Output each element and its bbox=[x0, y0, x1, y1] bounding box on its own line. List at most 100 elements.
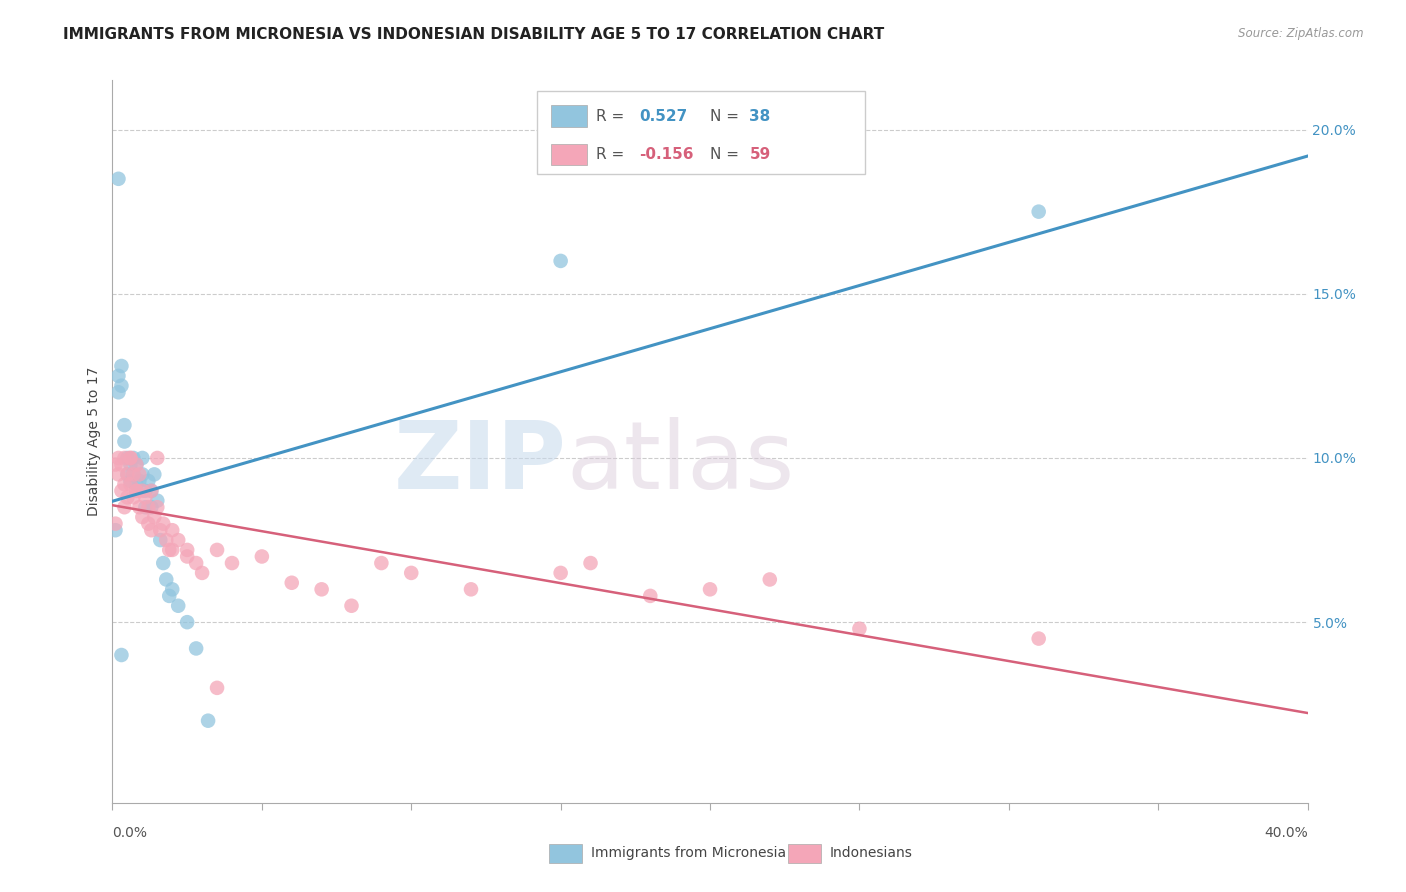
Point bbox=[125, 483, 148, 498]
Point bbox=[120, 450, 142, 465]
Text: 59: 59 bbox=[749, 147, 770, 162]
FancyBboxPatch shape bbox=[548, 844, 582, 863]
Point bbox=[107, 171, 129, 186]
Point bbox=[340, 599, 363, 613]
Point bbox=[134, 500, 156, 515]
Point bbox=[120, 458, 142, 472]
Point bbox=[186, 556, 208, 570]
Text: IMMIGRANTS FROM MICRONESIA VS INDONESIAN DISABILITY AGE 5 TO 17 CORRELATION CHAR: IMMIGRANTS FROM MICRONESIA VS INDONESIAN… bbox=[63, 27, 884, 42]
Point bbox=[134, 483, 156, 498]
Point bbox=[110, 378, 132, 392]
Point bbox=[149, 533, 172, 547]
Point bbox=[152, 556, 174, 570]
Point bbox=[152, 516, 174, 531]
Point bbox=[104, 523, 127, 537]
Text: N =: N = bbox=[710, 147, 744, 162]
Text: Immigrants from Micronesia: Immigrants from Micronesia bbox=[591, 847, 786, 861]
Text: atlas: atlas bbox=[567, 417, 794, 509]
Point bbox=[114, 418, 135, 433]
Point bbox=[128, 500, 150, 515]
Point bbox=[146, 493, 169, 508]
Point bbox=[162, 542, 183, 557]
Point bbox=[759, 573, 782, 587]
Point bbox=[125, 483, 148, 498]
Point bbox=[138, 474, 160, 488]
Point bbox=[221, 556, 243, 570]
Point bbox=[1028, 204, 1050, 219]
Text: N =: N = bbox=[710, 109, 744, 124]
Point bbox=[114, 500, 135, 515]
Point bbox=[141, 523, 163, 537]
Point bbox=[122, 467, 145, 482]
Point bbox=[138, 516, 160, 531]
Point bbox=[143, 467, 166, 482]
Point bbox=[107, 368, 129, 383]
Point bbox=[205, 542, 228, 557]
Point bbox=[128, 467, 150, 482]
Text: R =: R = bbox=[596, 109, 630, 124]
Point bbox=[401, 566, 423, 580]
Point bbox=[155, 533, 177, 547]
Point bbox=[141, 483, 163, 498]
Point bbox=[117, 467, 139, 482]
Point bbox=[114, 477, 135, 491]
Point bbox=[120, 474, 142, 488]
Point bbox=[460, 582, 482, 597]
Y-axis label: Disability Age 5 to 17: Disability Age 5 to 17 bbox=[87, 367, 101, 516]
Point bbox=[125, 477, 148, 491]
Point bbox=[848, 622, 870, 636]
Point bbox=[162, 523, 183, 537]
Point bbox=[1028, 632, 1050, 646]
Point bbox=[114, 434, 135, 449]
Point bbox=[281, 575, 304, 590]
Point bbox=[167, 533, 190, 547]
Point bbox=[205, 681, 228, 695]
Point bbox=[155, 573, 177, 587]
FancyBboxPatch shape bbox=[537, 91, 866, 174]
Point bbox=[141, 483, 163, 498]
Text: Indonesians: Indonesians bbox=[830, 847, 912, 861]
Text: -0.156: -0.156 bbox=[640, 147, 695, 162]
Point bbox=[550, 253, 572, 268]
Point bbox=[550, 566, 572, 580]
Point bbox=[311, 582, 333, 597]
Point bbox=[131, 467, 153, 482]
Point bbox=[370, 556, 392, 570]
Point bbox=[191, 566, 214, 580]
Point bbox=[131, 450, 153, 465]
FancyBboxPatch shape bbox=[551, 144, 586, 165]
Point bbox=[141, 500, 163, 515]
Point bbox=[131, 483, 153, 498]
Point bbox=[128, 474, 150, 488]
Point bbox=[197, 714, 219, 728]
Text: 0.527: 0.527 bbox=[640, 109, 688, 124]
Text: 38: 38 bbox=[749, 109, 770, 124]
Point bbox=[250, 549, 273, 564]
Point bbox=[117, 491, 139, 505]
Point bbox=[114, 450, 135, 465]
FancyBboxPatch shape bbox=[787, 844, 821, 863]
Point bbox=[146, 450, 169, 465]
FancyBboxPatch shape bbox=[551, 105, 586, 127]
Point bbox=[110, 483, 132, 498]
Point bbox=[134, 491, 156, 505]
Point bbox=[104, 458, 127, 472]
Text: ZIP: ZIP bbox=[394, 417, 567, 509]
Point bbox=[125, 458, 148, 472]
Point bbox=[122, 450, 145, 465]
Text: 40.0%: 40.0% bbox=[1264, 826, 1308, 840]
Point bbox=[120, 450, 142, 465]
Point bbox=[157, 542, 180, 557]
Point bbox=[138, 500, 160, 515]
Point bbox=[104, 516, 127, 531]
Point bbox=[122, 491, 145, 505]
Point bbox=[157, 589, 180, 603]
Point bbox=[107, 385, 129, 400]
Text: 0.0%: 0.0% bbox=[112, 826, 148, 840]
Point bbox=[107, 450, 129, 465]
Point bbox=[110, 359, 132, 373]
Point bbox=[120, 477, 142, 491]
Point bbox=[186, 641, 208, 656]
Point bbox=[143, 510, 166, 524]
Point bbox=[167, 599, 190, 613]
